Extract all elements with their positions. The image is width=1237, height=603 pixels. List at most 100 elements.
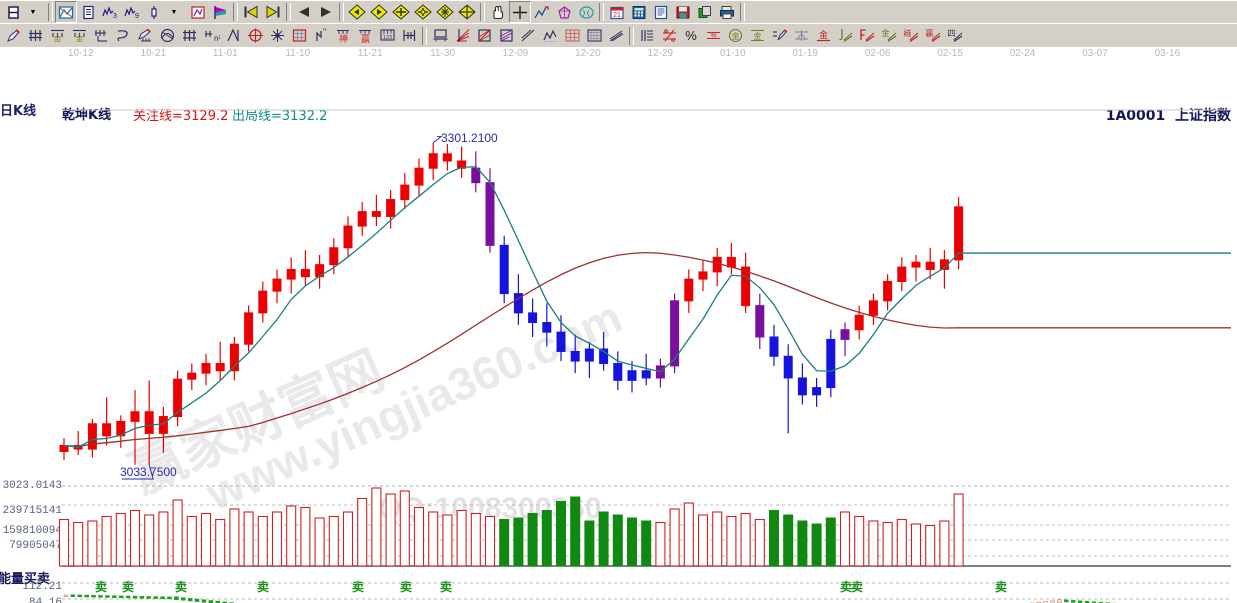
span-tool-button[interactable]	[398, 25, 420, 47]
report-button[interactable]	[77, 1, 99, 23]
svg-text:金: 金	[75, 34, 83, 44]
percent-small-button[interactable]: %	[702, 25, 724, 47]
formula-button[interactable]	[187, 1, 209, 23]
toolbar-primary: ▼ 3 9	[0, 0, 1237, 24]
gold-line-2-button[interactable]: 金	[68, 25, 90, 47]
expand-button[interactable]	[456, 1, 478, 23]
angle-tool-button[interactable]	[222, 25, 244, 47]
slope-gold-button[interactable]: 金	[878, 25, 900, 47]
zigzag-icon	[542, 29, 557, 42]
slope-f-button[interactable]	[856, 25, 878, 47]
marker-tool-button[interactable]	[134, 25, 156, 47]
slope-cn3-button[interactable]: 四	[944, 25, 966, 47]
measure-icon	[533, 5, 549, 18]
quote-tool-button[interactable]: "	[310, 25, 332, 47]
fan-tool-button[interactable]	[451, 25, 473, 47]
calendar-button[interactable]: 21	[606, 1, 628, 23]
date-axis-label: 02-06	[864, 48, 891, 59]
win-tool-button[interactable]: 赢	[354, 25, 376, 47]
chart-canvas[interactable]: 赢家财富网 www.yingjia360.com QQ:1008300360 日…	[0, 48, 1237, 603]
chart-plot[interactable]	[0, 48, 1237, 603]
shift-left-button[interactable]	[346, 1, 368, 23]
gold-circle-button[interactable]: 金	[724, 25, 746, 47]
grid-lines-button[interactable]	[178, 25, 200, 47]
parallel-lines-button[interactable]	[605, 25, 627, 47]
slope-cn1-button[interactable]: 裢	[900, 25, 922, 47]
target-icon	[247, 28, 263, 43]
frame-tool-button[interactable]	[429, 25, 451, 47]
svg-text:裢: 裢	[903, 28, 911, 38]
calculator-button[interactable]	[628, 1, 650, 23]
brain-analysis-button[interactable]	[575, 1, 597, 23]
period-dropdown-button[interactable]: ▼	[24, 1, 46, 23]
grid-dense-button[interactable]	[583, 25, 605, 47]
indicator-9-button[interactable]: 9	[121, 1, 143, 23]
bridge-icon	[794, 30, 808, 41]
gold-bar-button[interactable]: 金	[746, 25, 768, 47]
slope-cn2-button[interactable]: 赢	[922, 25, 944, 47]
star-tool-button[interactable]	[266, 25, 288, 47]
candle-style-button[interactable]	[143, 1, 165, 23]
zoom-in-button[interactable]	[390, 1, 412, 23]
shift-right-button[interactable]	[368, 1, 390, 23]
draw-shape-button[interactable]	[553, 1, 575, 23]
date-axis-label: 11-10	[285, 48, 311, 59]
measure-tool-button[interactable]	[531, 1, 553, 23]
svg-text:金: 金	[53, 34, 61, 44]
spirit-tool-button[interactable]: 神	[332, 25, 354, 47]
comb-icon	[28, 30, 42, 41]
svg-text:金: 金	[731, 31, 739, 41]
hand-tool-button[interactable]	[487, 1, 509, 23]
wave-9-icon: 9	[123, 5, 139, 20]
percent-button[interactable]: %	[680, 25, 702, 47]
period-day-button[interactable]	[2, 1, 24, 23]
print-button[interactable]	[716, 1, 738, 23]
first-page-button[interactable]	[240, 1, 262, 23]
crosshair-tool-button[interactable]	[509, 1, 531, 23]
crosshair-chart-button[interactable]	[55, 1, 77, 23]
notes-button[interactable]	[650, 1, 672, 23]
trend-line-button[interactable]	[517, 25, 539, 47]
diamond-left-icon	[348, 4, 366, 20]
indicator-3-button[interactable]: 3	[99, 1, 121, 23]
last-page-button[interactable]	[262, 1, 284, 23]
gold-underline-icon: 金	[816, 29, 830, 42]
fork-tool-button[interactable]	[90, 25, 112, 47]
svg-text:123: 123	[382, 35, 391, 41]
zoom-out-button[interactable]	[412, 1, 434, 23]
crosshair-chart-icon	[58, 5, 74, 19]
pen-tool-button[interactable]	[2, 25, 24, 47]
sell-signal-marker: 卖	[440, 580, 453, 594]
bridge-button[interactable]	[790, 25, 812, 47]
save-button[interactable]	[672, 1, 694, 23]
prev-button[interactable]	[293, 1, 315, 23]
gold-under-button[interactable]: 金	[812, 25, 834, 47]
gold-line-1-button[interactable]: 金	[46, 25, 68, 47]
fork-icon	[94, 30, 107, 42]
power-tool-button[interactable]: n²	[200, 25, 222, 47]
compress-button[interactable]	[434, 1, 456, 23]
comb-tool-button[interactable]	[24, 25, 46, 47]
ink-pen-button[interactable]	[768, 25, 790, 47]
hatch-box-button[interactable]	[495, 25, 517, 47]
copy-button[interactable]	[694, 1, 716, 23]
chevron-down-icon: ▼	[170, 8, 178, 16]
date-axis-label: 03-07	[1082, 48, 1108, 59]
percent-cross-button[interactable]	[658, 25, 680, 47]
grid-button[interactable]	[561, 25, 583, 47]
slope-j-button[interactable]	[834, 25, 856, 47]
exit-line-label: 出局线=3132.2	[232, 109, 328, 124]
flag-button[interactable]	[209, 1, 231, 23]
ladder-button[interactable]	[636, 25, 658, 47]
next-button[interactable]	[315, 1, 337, 23]
curve-tool-button[interactable]	[112, 25, 134, 47]
candle-dropdown-button[interactable]: ▼	[165, 1, 187, 23]
target-tool-button[interactable]	[244, 25, 266, 47]
circle-tool-button[interactable]	[156, 25, 178, 47]
n-squared-icon: n²	[204, 31, 220, 43]
box-diag-button[interactable]	[473, 25, 495, 47]
ruler-tool-button[interactable]: 123	[376, 25, 398, 47]
box-tool-button[interactable]	[288, 25, 310, 47]
zigzag-button[interactable]	[539, 25, 561, 47]
ink-pen-icon	[772, 29, 787, 41]
